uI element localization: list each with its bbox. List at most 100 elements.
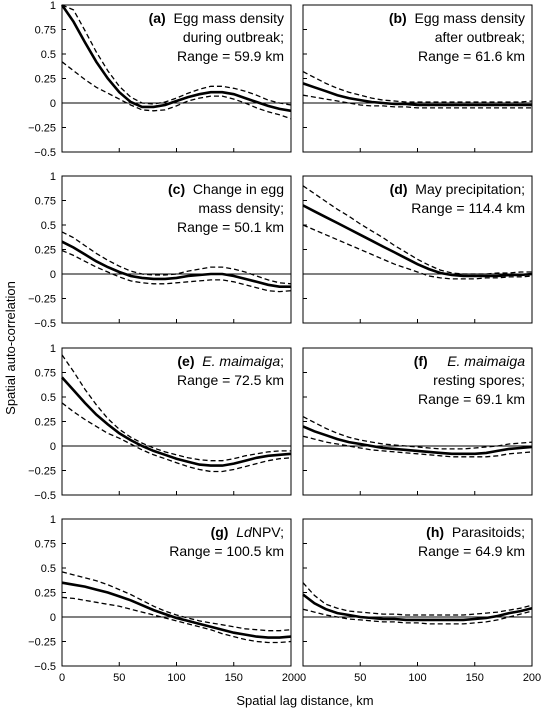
x-tick-label: 150 [466, 672, 484, 684]
panel-label-line: Range = 50.1 km [177, 219, 284, 235]
estimate-line [61, 376, 292, 467]
x-tick-label: 200 [282, 672, 300, 684]
y-tick-label: 0 [50, 98, 56, 110]
panel-label-line: after outbreak; [435, 29, 525, 45]
x-axis-label: Spatial lag distance, km [236, 693, 373, 708]
panel-label-line: Range = 61.6 km [418, 48, 525, 64]
y-tick-label: 0.25 [35, 74, 56, 86]
panel-spacer [407, 10, 415, 26]
panel-label-text: during outbreak; [183, 29, 284, 45]
upper-bound-line [61, 4, 292, 106]
panel-label-text: May precipitation; [415, 181, 525, 197]
y-tick-label: −0.25 [28, 637, 56, 649]
x-tick-label: 50 [113, 672, 125, 684]
panel-label-text: Range = 64.9 km [418, 543, 525, 559]
panel-label-line: (b) Egg mass density [389, 10, 525, 26]
panel-label-italic: E. maimaiga [202, 353, 280, 369]
panel-label-line: during outbreak; [183, 29, 284, 45]
estimate-line [302, 204, 533, 278]
estimate-line [302, 82, 532, 107]
upper-bound-line [302, 416, 533, 450]
upper-bound-line [302, 582, 533, 616]
panel-tag: (b) [389, 10, 407, 26]
upper-bound-line [302, 71, 533, 103]
panel-b: (b) Egg mass density after outbreak; Range… [302, 4, 533, 153]
lower-bound-line [61, 249, 292, 293]
panel-frame [302, 4, 533, 153]
panel-label-text: mass density; [198, 200, 284, 216]
panel-label-line: Range = 100.5 km [169, 543, 284, 559]
y-tick-label: 0 [50, 269, 56, 281]
panel-tag: (d) [390, 181, 408, 197]
panel-label-line: (a) Egg mass density [149, 10, 284, 26]
panel-a: 1 0.75 0.5 0.25 0 −0.25 −0.5 (a) Egg mass densi… [28, 0, 292, 159]
panel-label-text: Range = 69.1 km [418, 391, 525, 407]
panel-tag: (c) [168, 181, 185, 197]
x-tick-label: 0 [59, 672, 65, 684]
panel-tag: (h) [426, 524, 444, 540]
y-tick-label: 0.75 [35, 25, 56, 37]
upper-bound-line [61, 571, 292, 632]
y-tick-label: 1 [50, 343, 56, 355]
lower-bound-line [61, 596, 292, 644]
panel-label-line: Range = 72.5 km [177, 372, 284, 388]
panel-label-text: Range = 59.9 km [177, 48, 284, 64]
lower-bound-line [302, 608, 533, 625]
panel-label-italic: Ld [236, 524, 253, 540]
panel-tag: (g) [211, 524, 229, 540]
panel-frame [61, 518, 292, 667]
panel-tag: (a) [149, 10, 166, 26]
y-tick-label: 0.5 [41, 49, 56, 61]
y-tick-label: 0.75 [35, 196, 56, 208]
upper-bound-line [61, 231, 292, 285]
panel-label-italic: E. maimaiga [447, 353, 525, 369]
y-tick-label: 0 [50, 441, 56, 453]
estimate-line [302, 425, 533, 456]
panel-label-text: after outbreak; [435, 29, 525, 45]
estimate-line [61, 240, 291, 288]
y-tick-label: 1 [50, 0, 56, 12]
panel-h: 0 50 100 150 200 (h) Parasitoids; Range = 64.9… [300, 518, 541, 684]
y-tick-label: 0.5 [41, 563, 56, 575]
panel-label-text: Change in egg [193, 181, 284, 197]
panel-f: (f) E. maimaiga resting spores; Range = 69… [302, 347, 533, 496]
estimate-line [60, 4, 292, 113]
y-tick-label: −0.25 [28, 123, 56, 135]
panel-spacer [185, 181, 193, 197]
panel-label-line: resting spores; [433, 372, 525, 388]
y-tick-label: −0.5 [34, 661, 56, 673]
y-tick-label: 0 [50, 612, 56, 624]
panel-label-text: Range = 50.1 km [177, 219, 284, 235]
estimate-line [302, 593, 533, 622]
x-tick-label: 50 [354, 672, 366, 684]
panel-label-text: NPV; [252, 524, 284, 540]
x-tick-label: 200 [523, 672, 541, 684]
panel-label-text: ; [280, 353, 284, 369]
panel-label-text: Range = 100.5 km [169, 543, 284, 559]
panel-frame [302, 518, 533, 667]
y-tick-label: 0.75 [35, 539, 56, 551]
panels: 1 0.75 0.5 0.25 0 −0.25 −0.5 (a) Egg mass densi… [28, 0, 541, 684]
panel-frame [61, 4, 292, 153]
panel-g: 10.750.50.250−0.25−0.50 50 100 150 200(g) Ld… [28, 514, 300, 684]
panel-frame [302, 347, 533, 496]
panel-spacer [428, 353, 447, 369]
panel-spacer [444, 524, 452, 540]
y-tick-label: 0.25 [35, 417, 56, 429]
panel-label-line: Range = 69.1 km [418, 391, 525, 407]
panel-label-line: (c) Change in egg [168, 181, 284, 197]
panel-spacer [195, 353, 203, 369]
panel-spacer [408, 181, 416, 197]
panel-label-text: Range = 61.6 km [418, 48, 525, 64]
panel-frame [61, 347, 292, 496]
lower-bound-line [302, 435, 533, 458]
panel-d: (d) May precipitation; Range = 114.4 km [302, 175, 533, 324]
panel-tag: (f) [414, 353, 428, 369]
y-axis-label: Spatial auto-correlation [3, 281, 18, 415]
panel-frame [61, 175, 292, 324]
y-tick-label: 1 [50, 171, 56, 183]
panel-label-text: resting spores; [433, 372, 525, 388]
y-tick-label: 1 [50, 514, 56, 526]
panel-label-line: Range = 59.9 km [177, 48, 284, 64]
